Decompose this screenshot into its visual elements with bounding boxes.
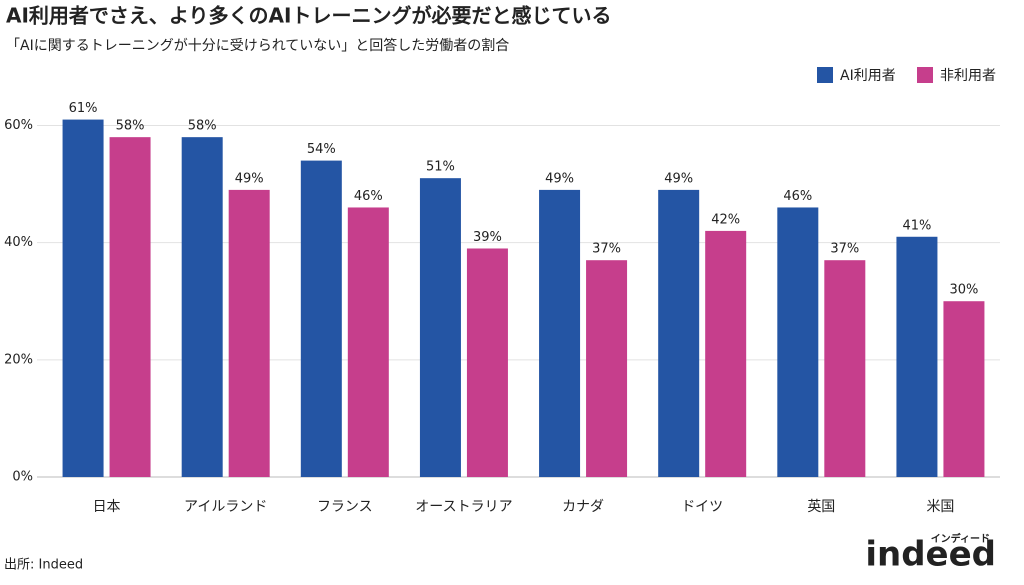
legend-swatch	[817, 67, 833, 83]
value-label: 41%	[902, 218, 931, 233]
x-tick-label: オーストラリア	[415, 499, 512, 515]
x-tick-label: カナダ	[562, 499, 604, 515]
x-tick-label: フランス	[317, 499, 373, 515]
x-tick-label: 米国	[926, 499, 954, 515]
bar	[62, 119, 104, 477]
value-label: 58%	[116, 119, 145, 134]
value-label: 49%	[235, 171, 264, 186]
chart-title: AI利用者でさえ、より多くのAIトレーニングが必要だと感じている	[6, 4, 611, 28]
bar	[824, 260, 866, 477]
bar	[419, 178, 461, 477]
bar	[586, 260, 628, 477]
legend-swatch	[917, 67, 933, 83]
value-label: 46%	[354, 189, 383, 204]
bar	[943, 301, 985, 477]
bar	[896, 236, 938, 477]
source: 出所: Indeed	[4, 558, 83, 573]
value-label: 61%	[69, 101, 98, 116]
value-label: 46%	[783, 189, 812, 204]
y-tick-label: 60%	[4, 118, 33, 133]
bar	[228, 189, 270, 477]
bar	[658, 189, 700, 477]
value-label: 37%	[592, 242, 621, 257]
x-tick-label: アイルランド	[184, 499, 267, 515]
value-label: 54%	[307, 142, 336, 157]
logo-subtext: インディード	[931, 532, 990, 545]
value-label: 42%	[711, 212, 740, 227]
value-label: 58%	[188, 119, 217, 134]
logo: indeed	[865, 535, 996, 575]
x-tick-label: 英国	[807, 498, 835, 515]
chart-subtitle: 「AIに関するトレーニングが十分に受けられていない」と回答した労働者の割合	[6, 37, 509, 54]
value-label: 39%	[473, 230, 502, 245]
bar	[109, 137, 151, 477]
bar	[777, 207, 819, 477]
y-tick-label: 20%	[4, 352, 33, 367]
value-label: 49%	[664, 171, 693, 186]
value-label: 30%	[949, 283, 978, 298]
bar	[705, 230, 747, 477]
legend-label: 非利用者	[940, 68, 996, 84]
value-label: 51%	[426, 160, 455, 175]
bar	[347, 207, 389, 477]
value-label: 37%	[830, 242, 859, 257]
legend-label: AI利用者	[840, 68, 896, 84]
x-tick-label: ドイツ	[681, 499, 723, 515]
value-label: 49%	[545, 171, 574, 186]
x-tick-label: 日本	[93, 499, 121, 515]
bar	[466, 248, 508, 477]
y-tick-label: 40%	[4, 235, 33, 250]
y-tick-label: 0%	[12, 470, 33, 485]
bar	[181, 137, 223, 477]
bar	[300, 160, 342, 477]
bar	[539, 189, 581, 477]
